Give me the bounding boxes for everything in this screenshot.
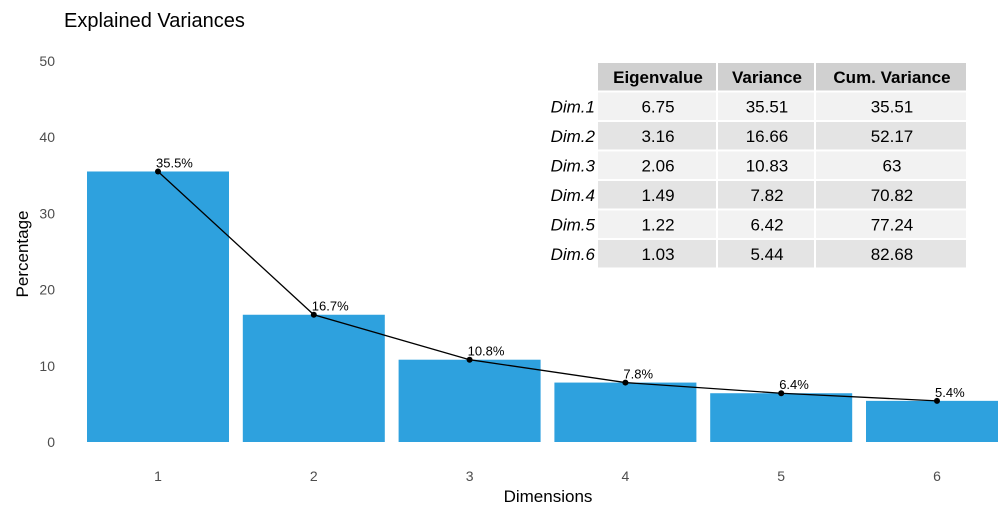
table-cell-bg [598, 240, 716, 268]
bar-1 [87, 171, 229, 443]
table-cell: 1.03 [641, 245, 674, 264]
x-axis-title: Dimensions [504, 487, 593, 506]
table-header-cell [816, 63, 966, 91]
data-labels: 35.5% 16.7% 10.8% 7.8% 6.4% 5.4% [156, 155, 965, 399]
y-tick-label: 30 [39, 205, 55, 221]
table-cell: 1.22 [641, 216, 674, 235]
y-tick-label: 10 [39, 358, 55, 374]
x-tick-label: 2 [310, 468, 318, 484]
table-header-cell [598, 63, 716, 91]
table-cell: 7.82 [750, 186, 783, 205]
trend-line [155, 168, 940, 404]
data-label: 5.4% [935, 385, 965, 400]
table-header-label: Variance [732, 68, 802, 87]
table-cell-bg [816, 240, 966, 268]
table-cell-bg [816, 122, 966, 150]
table-cell-bg [598, 210, 716, 238]
bars [87, 171, 998, 443]
x-tick-label: 5 [777, 468, 785, 484]
table-cell: 3.16 [641, 127, 674, 146]
bar-6 [866, 400, 998, 442]
table-row-label: Dim.4 [551, 186, 595, 205]
table-cell: 5.44 [750, 245, 783, 264]
bar-5 [710, 393, 853, 442]
table-row-label: Dim.3 [551, 157, 596, 176]
x-tick-label: 4 [622, 468, 630, 484]
table-header-label: Eigenvalue [613, 68, 703, 87]
table-cell-bg [718, 181, 814, 209]
y-axis: 0 10 20 30 40 50 [39, 53, 55, 450]
y-axis-title: Percentage [13, 211, 32, 298]
table-cell: 82.68 [871, 245, 914, 264]
line-point-3 [466, 356, 473, 363]
x-tick-label: 3 [466, 468, 474, 484]
data-label: 6.4% [779, 377, 809, 392]
table-cell: 16.66 [746, 127, 789, 146]
table-row-label: Dim.2 [551, 127, 596, 146]
data-label: 35.5% [156, 155, 193, 170]
table-cell: 6.75 [641, 98, 674, 117]
table-cell: 35.51 [746, 98, 789, 117]
x-tick-label: 1 [154, 468, 162, 484]
table-cell: 2.06 [641, 157, 674, 176]
table-cell-bg [718, 151, 814, 179]
table-cell: 6.42 [750, 216, 783, 235]
table-cell: 1.49 [641, 186, 674, 205]
table-cell: 77.24 [871, 216, 914, 235]
x-tick-label: 6 [933, 468, 941, 484]
table-header-label: Cum. Variance [833, 68, 950, 87]
y-tick-label: 40 [39, 129, 55, 145]
y-tick-label: 50 [39, 53, 55, 69]
table-cell-bg [718, 240, 814, 268]
eigenvalue-table: Eigenvalue Variance Cum. Variance Dim.1 6.75… [551, 63, 966, 268]
line-point-1 [155, 168, 161, 175]
variance-line [157, 171, 938, 402]
line-point-5 [778, 390, 785, 397]
data-label: 7.8% [623, 367, 653, 382]
y-tick-label: 0 [47, 434, 55, 450]
table-cell-bg [598, 122, 716, 150]
table-cell-bg [598, 151, 716, 179]
bar-3 [398, 359, 541, 442]
table-row-label: Dim.6 [551, 245, 596, 264]
table-cell-bg [816, 92, 966, 120]
table-cell: 10.83 [746, 157, 789, 176]
table-row-label: Dim.1 [551, 98, 595, 117]
table-cell-bg [816, 210, 966, 238]
table-cell-bg [718, 210, 814, 238]
bar-2 [242, 314, 385, 442]
table-cell: 70.82 [871, 186, 914, 205]
table-cell: 35.51 [871, 98, 914, 117]
table-cell: 52.17 [871, 127, 914, 146]
y-tick-label: 20 [39, 282, 55, 298]
line-point-2 [310, 311, 317, 318]
x-axis: 1 2 3 4 5 6 [154, 468, 941, 484]
table-cell-bg [718, 92, 814, 120]
table-header-cell [718, 63, 814, 91]
table-cell-bg [816, 181, 966, 209]
bar-4 [554, 382, 697, 442]
table-row-label: Dim.5 [551, 216, 596, 235]
table-cell-bg [598, 181, 716, 209]
table-cell-bg [598, 92, 716, 120]
table-cell: 63 [883, 157, 902, 176]
data-label: 16.7% [312, 299, 349, 314]
line-point-4 [622, 379, 629, 386]
chart-title: Explained Variances [64, 10, 245, 32]
line-point-6 [934, 397, 940, 404]
data-label: 10.8% [468, 344, 505, 359]
table-cell-bg [816, 151, 966, 179]
table-cell-bg [718, 122, 814, 150]
